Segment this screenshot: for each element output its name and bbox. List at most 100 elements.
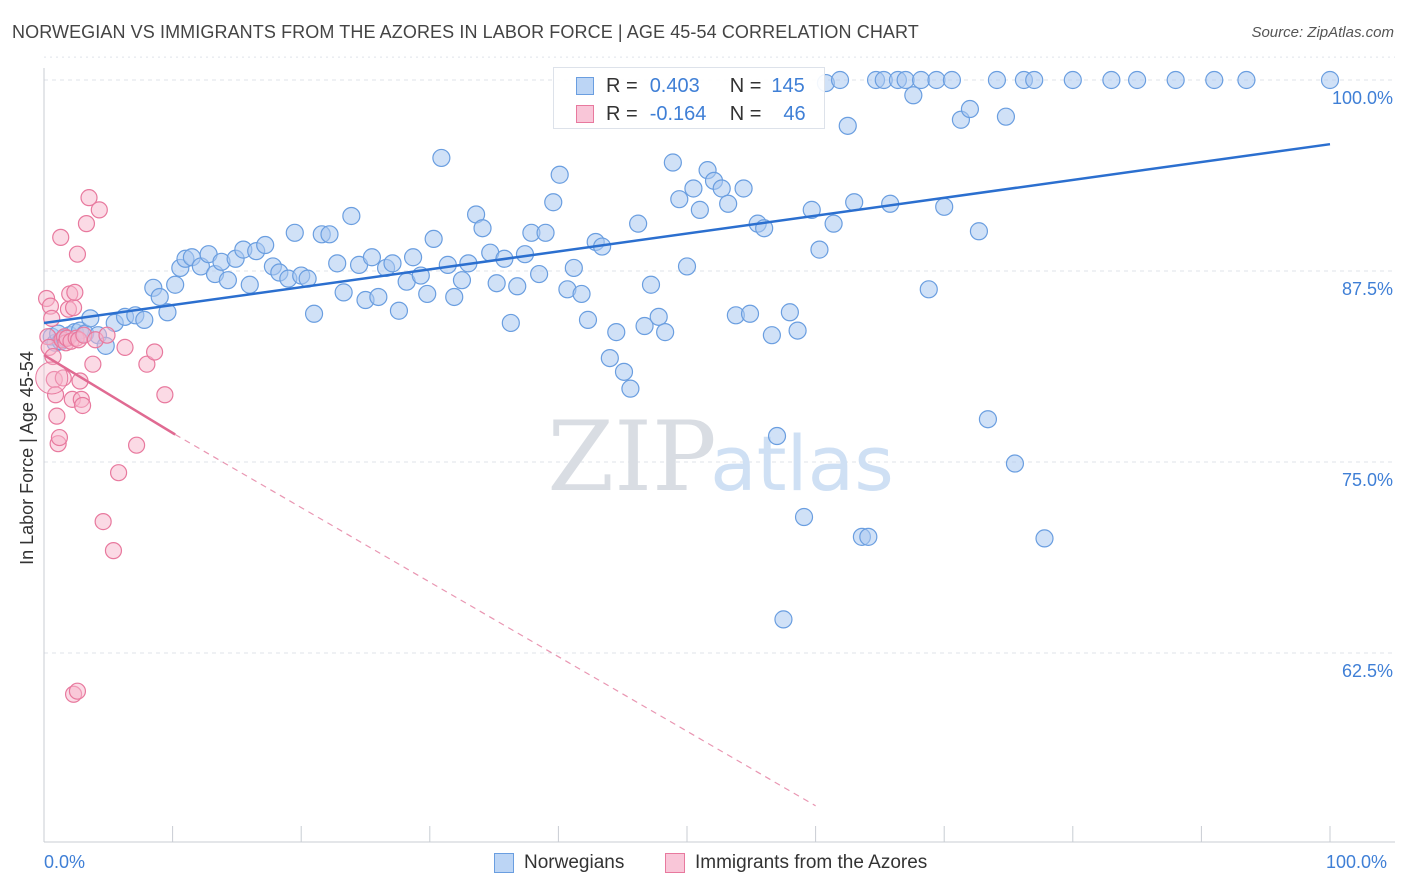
norwegians-point	[536, 223, 555, 242]
azores-point	[46, 386, 65, 404]
azores-point	[77, 215, 96, 233]
norwegians-point	[767, 426, 787, 446]
norwegians-point	[810, 240, 829, 259]
azores-point	[116, 338, 134, 356]
legend-n-value-1: 145	[771, 74, 805, 97]
norwegians-point	[1205, 70, 1224, 90]
norwegians-point	[635, 316, 654, 336]
norwegians-point	[911, 70, 931, 90]
norwegians-point	[919, 280, 938, 299]
azores-point	[50, 428, 69, 447]
norwegians-point	[1102, 70, 1121, 90]
norwegians-point	[362, 248, 382, 267]
legend-n-label: N =	[729, 74, 762, 97]
legend-swatch-norwegians	[494, 853, 514, 873]
norwegians-point	[969, 222, 989, 241]
norwegians-point	[649, 307, 668, 326]
legend-item-azores: Immigrants from the Azores	[665, 852, 927, 874]
norwegians-point	[621, 379, 640, 398]
norwegians-point	[342, 206, 361, 226]
norwegians-point	[564, 258, 583, 278]
azores-point	[80, 189, 98, 207]
azores-points	[35, 189, 174, 703]
y-tick-label: 100.0%	[1332, 88, 1393, 108]
norwegians-point	[501, 313, 520, 333]
azores-point	[66, 283, 84, 301]
azores-trend-line	[43, 353, 176, 436]
watermark-zip: ZIP	[547, 401, 716, 513]
norwegians-points	[42, 70, 1340, 629]
azores-point	[68, 682, 87, 700]
legend-row-azores: R = -0.164 N = 46	[576, 102, 806, 126]
norwegians-point	[788, 321, 807, 340]
azores-point	[68, 245, 87, 263]
azores-point	[64, 299, 83, 317]
norwegians-point	[1320, 70, 1340, 90]
norwegians-point	[960, 99, 980, 119]
norwegians-point	[690, 200, 709, 219]
azores-point	[48, 407, 66, 425]
azores-trend-extension	[174, 433, 816, 807]
norwegians-point	[1127, 70, 1147, 90]
norwegians-point	[802, 200, 821, 219]
norwegians-point	[544, 193, 563, 212]
y-tick-label: 62.5%	[1342, 661, 1393, 681]
azores-point	[109, 464, 128, 482]
norwegians-point	[1005, 454, 1025, 473]
legend-n-value-2: 46	[783, 102, 806, 125]
watermark: ZIP atlas	[547, 401, 893, 513]
norwegians-point	[432, 148, 451, 168]
norwegians-point	[572, 284, 591, 304]
norwegians-point	[830, 70, 850, 90]
norwegians-point	[663, 153, 682, 172]
azores-point-large	[35, 361, 69, 395]
azores-point	[138, 355, 156, 373]
norwegians-point	[150, 287, 169, 307]
norwegians-point	[424, 229, 443, 249]
norwegians-point	[712, 179, 731, 198]
y-axis-label: In Labor Force | Age 45-54	[17, 351, 37, 565]
norwegians-point	[389, 301, 409, 320]
norwegians-point	[304, 304, 324, 323]
y-tick-labels: 62.5% 75.0% 87.5% 100.0%	[1332, 88, 1393, 681]
source-label: Source: ZipAtlas.com	[1251, 24, 1394, 41]
azores-point	[104, 542, 123, 560]
norwegians-point	[859, 527, 878, 546]
norwegians-point	[670, 190, 689, 209]
norwegians-point	[383, 254, 402, 273]
norwegians-point	[656, 323, 675, 342]
norwegians-point	[719, 194, 738, 213]
watermark-atlas: atlas	[710, 419, 894, 508]
norwegians-point	[740, 304, 760, 323]
norwegians-point	[334, 283, 353, 302]
norwegians-point	[452, 271, 472, 290]
norwegians-point	[320, 225, 339, 244]
legend-n-label-2: N =	[729, 102, 762, 125]
norwegians-point	[135, 310, 154, 329]
norwegians-point	[614, 362, 634, 381]
azores-point	[73, 396, 92, 415]
norwegians-point	[508, 277, 527, 296]
azores-point	[127, 436, 146, 454]
legend-item-norwegians: Norwegians	[494, 852, 624, 874]
norwegians-point	[600, 348, 619, 368]
norwegians-point	[904, 86, 923, 105]
x-axis-right-label: 100.0%	[1326, 852, 1388, 872]
norwegians-point	[684, 179, 703, 198]
norwegians-point	[256, 235, 275, 255]
azores-point	[52, 228, 70, 246]
norwegians-point	[824, 214, 843, 233]
norwegians-point	[1035, 529, 1054, 548]
azores-point	[98, 326, 116, 344]
legend-r-label-2: R =	[606, 102, 638, 125]
legend-swatch-pink	[576, 105, 594, 123]
y-tick-label: 75.0%	[1342, 470, 1393, 490]
legend-label-norwegians: Norwegians	[524, 852, 625, 873]
trend-lines	[43, 142, 1331, 807]
axes	[43, 68, 1395, 843]
norwegians-point	[550, 165, 569, 184]
norwegians-point	[607, 323, 626, 342]
azores-point	[43, 309, 61, 327]
correlation-legend: R = 0.403 N = 145 R = -0.164 N = 46	[553, 67, 825, 129]
norwegians-point	[935, 197, 954, 216]
